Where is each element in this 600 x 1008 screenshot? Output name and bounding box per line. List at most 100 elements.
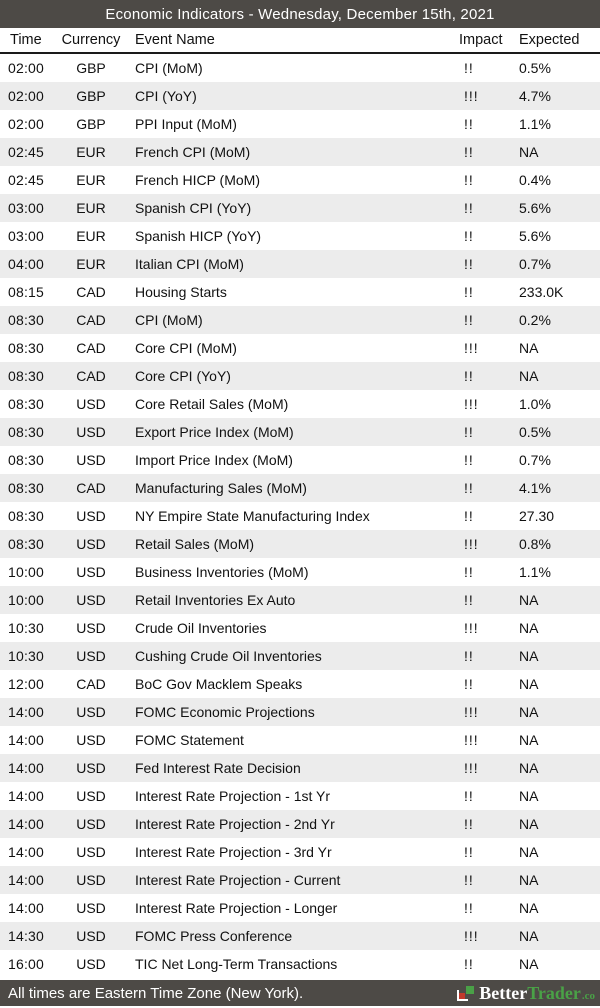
expected-value: 4.1% [519,480,551,496]
impact-indicator: !!! [464,928,479,944]
event-name: Fed Interest Rate Decision [135,760,301,776]
impact-indicator: !! [464,144,474,160]
column-header-expected: Expected [519,32,580,48]
event-name: FOMC Economic Projections [135,704,315,720]
table-row: 03:00 EUR Spanish CPI (YoY) !! 5.6% [0,194,600,222]
brand-name-better: Better [479,983,528,1003]
event-time: 16:00 [8,956,45,972]
table-row: 08:30 CAD CPI (MoM) !! 0.2% [0,306,600,334]
event-name: Housing Starts [135,284,227,300]
event-name: Italian CPI (MoM) [135,256,244,272]
table-row: 10:00 USD Business Inventories (MoM) !! … [0,558,600,586]
event-time: 02:00 [8,88,45,104]
event-currency: GBP [76,116,106,132]
table-row: 08:30 USD Import Price Index (MoM) !! 0.… [0,446,600,474]
event-currency: CAD [76,480,106,496]
event-time: 14:00 [8,788,45,804]
table-row: 10:00 USD Retail Inventories Ex Auto !! … [0,586,600,614]
event-name: Interest Rate Projection - 1st Yr [135,788,331,804]
event-time: 02:45 [8,172,45,188]
impact-indicator: !! [464,676,474,692]
impact-indicator: !! [464,816,474,832]
bettertrader-logo-icon [457,985,475,1001]
event-name: Export Price Index (MoM) [135,424,294,440]
expected-value: 0.5% [519,424,551,440]
event-name: NY Empire State Manufacturing Index [135,508,370,524]
table-row: 02:00 GBP PPI Input (MoM) !! 1.1% [0,110,600,138]
table-row: 04:00 EUR Italian CPI (MoM) !! 0.7% [0,250,600,278]
expected-value: NA [519,368,539,384]
event-currency: USD [76,928,106,944]
event-time: 08:30 [8,452,45,468]
table-row: 12:00 CAD BoC Gov Macklem Speaks !! NA [0,670,600,698]
impact-indicator: !!! [464,620,479,636]
impact-indicator: !! [464,900,474,916]
table-row: 08:30 CAD Manufacturing Sales (MoM) !! 4… [0,474,600,502]
expected-value: NA [519,592,539,608]
event-name: Cushing Crude Oil Inventories [135,648,322,664]
event-currency: CAD [76,340,106,356]
event-time: 03:00 [8,228,45,244]
event-currency: GBP [76,88,106,104]
impact-indicator: !!! [464,340,479,356]
expected-value: NA [519,844,539,860]
event-name: Retail Inventories Ex Auto [135,592,296,608]
page-title-text: Economic Indicators - Wednesday, Decembe… [105,5,495,23]
event-currency: USD [76,704,106,720]
brand-tld: .co [581,990,595,1002]
expected-value: 0.4% [519,172,551,188]
event-currency: EUR [76,144,106,160]
event-time: 10:00 [8,592,45,608]
event-currency: USD [76,592,106,608]
expected-value: NA [519,648,539,664]
event-currency: CAD [76,368,106,384]
expected-value: NA [519,676,539,692]
expected-value: NA [519,144,539,160]
impact-indicator: !! [464,116,474,132]
event-currency: USD [76,648,106,664]
event-name: Interest Rate Projection - 2nd Yr [135,816,335,832]
impact-indicator: !! [464,508,474,524]
event-currency: CAD [76,676,106,692]
expected-value: NA [519,900,539,916]
event-name: BoC Gov Macklem Speaks [135,676,303,692]
event-name: Core Retail Sales (MoM) [135,396,289,412]
impact-indicator: !! [464,228,474,244]
impact-indicator: !!! [464,760,479,776]
impact-indicator: !! [464,60,474,76]
table-row: 02:45 EUR French CPI (MoM) !! NA [0,138,600,166]
expected-value: 0.2% [519,312,551,328]
event-name: Retail Sales (MoM) [135,536,255,552]
footer-bar: All times are Eastern Time Zone (New Yor… [0,980,600,1006]
event-name: Spanish CPI (YoY) [135,200,252,216]
event-time: 08:30 [8,368,45,384]
event-currency: USD [76,452,106,468]
table-row: 08:30 CAD Core CPI (MoM) !!! NA [0,334,600,362]
event-currency: USD [76,396,106,412]
expected-value: 0.8% [519,536,551,552]
impact-indicator: !! [464,844,474,860]
event-time: 14:00 [8,844,45,860]
impact-indicator: !! [464,172,474,188]
expected-value: NA [519,340,539,356]
event-currency: USD [76,536,106,552]
event-currency: CAD [76,284,106,300]
event-time: 14:00 [8,900,45,916]
event-time: 08:30 [8,340,45,356]
impact-indicator: !! [464,564,474,580]
expected-value: NA [519,788,539,804]
event-currency: USD [76,508,106,524]
event-time: 14:30 [8,928,45,944]
event-time: 14:00 [8,760,45,776]
event-time: 08:30 [8,536,45,552]
logo-bracket-shape [457,989,469,1001]
event-currency: USD [76,956,106,972]
table-row: 14:00 USD Interest Rate Projection - Lon… [0,894,600,922]
event-name: Manufacturing Sales (MoM) [135,480,307,496]
expected-value: NA [519,956,539,972]
event-currency: USD [76,872,106,888]
event-time: 08:15 [8,284,45,300]
expected-value: 1.1% [519,116,551,132]
table-row: 10:30 USD Cushing Crude Oil Inventories … [0,642,600,670]
expected-value: 4.7% [519,88,551,104]
